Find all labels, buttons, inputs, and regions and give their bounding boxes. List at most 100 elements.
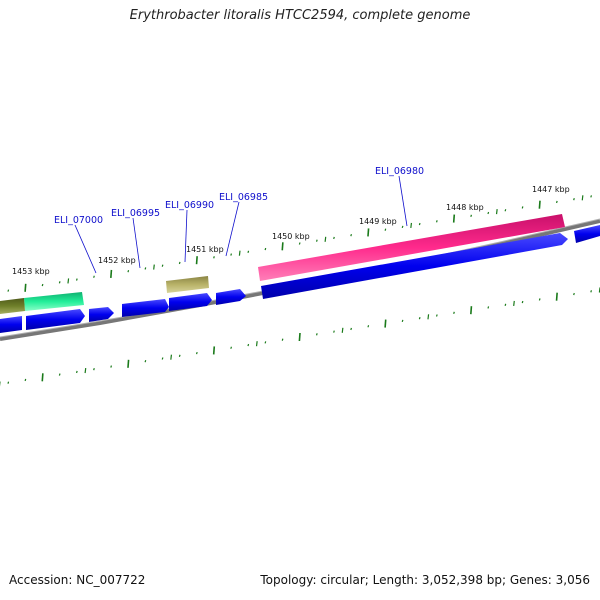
scale-tick xyxy=(573,292,575,296)
scale-tick xyxy=(161,264,164,267)
scale-tick xyxy=(573,197,575,201)
scale-tick xyxy=(470,214,473,217)
kbp-label: 1447 kbp xyxy=(532,185,570,194)
scale-tick xyxy=(213,256,215,259)
scale-tick xyxy=(435,220,438,223)
scale-tick xyxy=(504,209,507,212)
scale-tick xyxy=(255,341,258,347)
scale-ticks xyxy=(7,195,593,292)
gene-arrow[interactable] xyxy=(0,316,22,333)
scale-tick xyxy=(487,306,490,309)
scale-tick xyxy=(58,281,61,284)
scale-tick xyxy=(144,267,147,270)
scale-tick xyxy=(7,289,10,292)
gene-arrow[interactable] xyxy=(169,293,212,311)
scale-tick xyxy=(367,325,370,328)
scale-tick xyxy=(538,298,541,301)
scale-tick xyxy=(350,234,353,237)
scale-tick xyxy=(333,330,335,333)
scale-tick xyxy=(238,250,241,256)
gene-labels: ELI_06980 ELI_06985 ELI_06990 ELI_06995 … xyxy=(54,166,424,274)
feature-green[interactable] xyxy=(24,292,84,311)
scale-tick xyxy=(555,200,558,204)
scale-tick xyxy=(384,228,387,231)
scale-tick xyxy=(470,306,473,315)
scale-tick xyxy=(264,341,267,344)
scale-tick xyxy=(93,275,95,278)
gene-label-eli-06980[interactable]: ELI_06980 xyxy=(375,166,424,177)
scale-tick xyxy=(264,247,267,251)
gene-label-eli-07000[interactable]: ELI_07000 xyxy=(54,215,103,226)
scale-tick xyxy=(84,367,87,374)
scale-tick xyxy=(195,256,198,265)
scale-tick xyxy=(315,333,318,336)
rna-feature-pink[interactable] xyxy=(258,214,565,281)
gene-label-eli-06990[interactable]: ELI_06990 xyxy=(165,200,214,211)
scale-tick xyxy=(452,214,456,223)
scale-tick xyxy=(555,292,558,301)
scale-tick xyxy=(590,290,593,293)
scale-ticks-outer xyxy=(0,287,600,387)
scale-tick xyxy=(513,300,515,307)
scale-tick xyxy=(195,351,198,355)
scale-tick xyxy=(435,314,438,317)
scale-tick xyxy=(333,236,335,240)
scale-tick xyxy=(93,368,95,371)
scale-tick xyxy=(487,211,490,215)
gene-arrow[interactable] xyxy=(216,289,246,305)
scale-tick xyxy=(67,278,70,284)
scale-tick xyxy=(590,195,593,198)
scale-tick xyxy=(521,300,524,304)
scale-tick xyxy=(401,225,404,229)
scale-tick xyxy=(7,381,10,384)
accession-text: Accession: NC_007722 xyxy=(9,573,146,587)
scale-tick xyxy=(401,319,404,323)
gene-arrow[interactable] xyxy=(89,307,114,322)
scale-tick xyxy=(410,222,413,229)
gene-arrow[interactable] xyxy=(26,309,85,330)
gene-arrow[interactable] xyxy=(261,233,568,299)
scale-tick xyxy=(581,195,584,201)
scale-tick xyxy=(341,327,344,333)
scale-tick xyxy=(230,346,233,349)
scale-tick xyxy=(127,270,130,273)
scale-tick xyxy=(230,253,233,256)
gene-label-eli-06985[interactable]: ELI_06985 xyxy=(219,192,268,203)
scale-tick xyxy=(75,370,78,374)
scale-tick xyxy=(41,373,44,382)
scale-tick xyxy=(178,261,181,265)
kbp-label: 1453 kbp xyxy=(12,267,50,276)
scale-tick xyxy=(75,278,78,281)
scale-tick xyxy=(538,200,541,209)
genome-summary: Topology: circular; Length: 3,052,398 bp… xyxy=(260,573,590,587)
kbp-label: 1450 kbp xyxy=(272,232,310,241)
scale-tick xyxy=(41,283,44,287)
scale-tick xyxy=(298,332,301,342)
scale-tick xyxy=(418,317,421,320)
scale-tick xyxy=(153,264,155,270)
gene-arrow[interactable] xyxy=(122,299,169,317)
feature-tan[interactable] xyxy=(166,276,209,293)
scale-tick xyxy=(247,343,250,347)
scale-tick xyxy=(324,236,327,242)
feature-olive[interactable] xyxy=(0,298,25,314)
map-title: Erythrobacter litoralis HTCC2594, comple… xyxy=(129,8,471,23)
scale-tick xyxy=(170,354,173,360)
scale-tick xyxy=(24,283,27,292)
scale-tick xyxy=(161,357,164,360)
kbp-label: 1452 kbp xyxy=(98,256,136,265)
scale-tick xyxy=(453,311,455,315)
scale-tick xyxy=(350,327,353,331)
scale-tick xyxy=(110,269,113,279)
gene-label-eli-06995[interactable]: ELI_06995 xyxy=(111,208,160,219)
scale-tick xyxy=(521,206,524,209)
kbp-label: 1448 kbp xyxy=(446,203,484,212)
scale-tick xyxy=(110,365,113,368)
gene-arrow[interactable] xyxy=(574,225,600,243)
scale-tick xyxy=(144,359,147,363)
scale-tick xyxy=(24,378,27,382)
scale-tick xyxy=(58,373,61,376)
scale-tick xyxy=(298,242,301,245)
kbp-label: 1449 kbp xyxy=(359,217,397,226)
